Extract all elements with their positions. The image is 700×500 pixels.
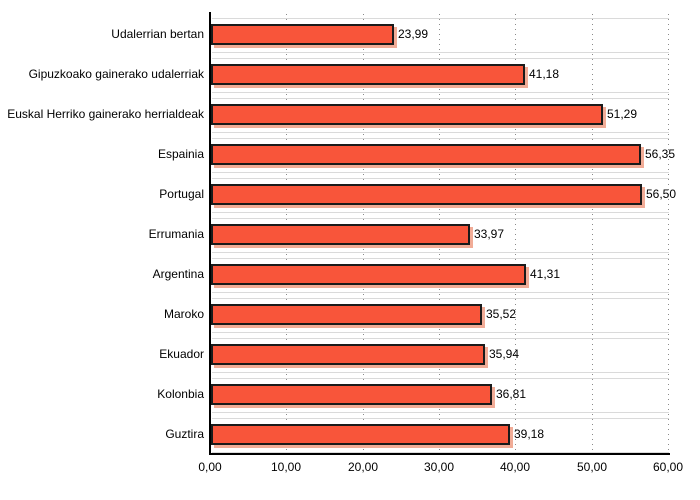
- bar: [211, 424, 510, 445]
- row-gridline: [212, 218, 669, 219]
- category-label: Udalerrian bertan: [111, 27, 204, 41]
- bar: [211, 144, 641, 165]
- row-gridline: [212, 18, 669, 19]
- bar: [211, 264, 526, 285]
- x-tick-label: 0,00: [198, 460, 222, 474]
- bar-value-label: 56,35: [645, 147, 676, 161]
- category-label: Portugal: [159, 187, 204, 201]
- category-label: Errumania: [148, 227, 204, 241]
- bar: [211, 184, 642, 205]
- row-gridline: [212, 452, 669, 453]
- row-gridline: [212, 58, 669, 59]
- bar: [211, 384, 492, 405]
- bar: [211, 224, 470, 245]
- bar: [211, 304, 482, 325]
- row-gridline: [212, 138, 669, 139]
- vertical-gridline: [668, 14, 669, 454]
- row-gridline: [212, 378, 669, 379]
- x-tick-label: 30,00: [423, 460, 455, 474]
- x-tick-label: 50,00: [576, 460, 608, 474]
- row-gridline: [212, 132, 669, 133]
- category-label: Ekuador: [159, 347, 204, 361]
- bar: [211, 64, 525, 85]
- row-gridline: [212, 332, 669, 333]
- row-gridline: [212, 52, 669, 53]
- category-label: Maroko: [163, 307, 204, 321]
- bar-value-label: 39,18: [514, 427, 545, 441]
- row-gridline: [212, 372, 669, 373]
- x-tick-label: 60,00: [652, 460, 684, 474]
- category-label: Euskal Herriko gainerako herrialdeak: [7, 107, 204, 121]
- x-tick-label: 10,00: [270, 460, 302, 474]
- row-gridline: [212, 258, 669, 259]
- category-label: Argentina: [152, 267, 204, 281]
- bar: [211, 24, 394, 45]
- bar-value-label: 41,18: [529, 67, 560, 81]
- row-gridline: [212, 92, 669, 93]
- row-gridline: [212, 412, 669, 413]
- row-gridline: [212, 98, 669, 99]
- bar-value-label: 56,50: [646, 187, 677, 201]
- row-gridline: [212, 252, 669, 253]
- x-tick-label: 20,00: [347, 460, 379, 474]
- vertical-gridline: [515, 14, 516, 454]
- bar-value-label: 23,99: [398, 27, 429, 41]
- bar-value-label: 41,31: [530, 267, 561, 281]
- vertical-gridline: [592, 14, 593, 454]
- bar-value-label: 33,97: [474, 227, 505, 241]
- bar-value-label: 35,52: [486, 307, 517, 321]
- y-axis-line: [209, 12, 211, 454]
- x-axis-line: [209, 453, 670, 455]
- row-gridline: [212, 212, 669, 213]
- row-gridline: [212, 298, 669, 299]
- bar: [211, 104, 603, 125]
- row-gridline: [212, 178, 669, 179]
- row-gridline: [212, 418, 669, 419]
- row-gridline: [212, 292, 669, 293]
- bar-value-label: 51,29: [607, 107, 638, 121]
- row-gridline: [212, 172, 669, 173]
- category-label: Kolonbia: [157, 387, 204, 401]
- bar: [211, 344, 485, 365]
- category-label: Guztira: [165, 427, 204, 441]
- x-tick-label: 40,00: [499, 460, 531, 474]
- bar-value-label: 36,81: [496, 387, 527, 401]
- category-label: Espainia: [157, 147, 204, 161]
- category-label: Gipuzkoako gainerako udalerriak: [28, 67, 204, 81]
- bar-value-label: 35,94: [489, 347, 520, 361]
- row-gridline: [212, 338, 669, 339]
